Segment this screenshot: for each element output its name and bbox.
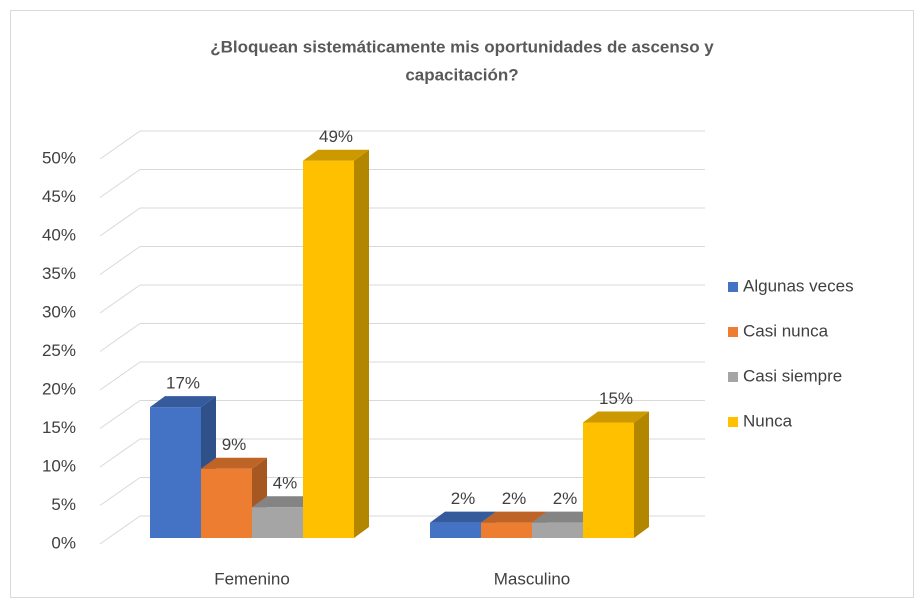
chart-title: ¿Bloquean sistemáticamente mis oportunid… bbox=[210, 37, 714, 56]
y-tick-label: 25% bbox=[42, 341, 76, 360]
grid-line-side bbox=[99, 477, 141, 506]
legend-swatch bbox=[728, 372, 738, 382]
bar-top bbox=[303, 149, 369, 161]
bar bbox=[532, 522, 583, 538]
data-label: 2% bbox=[502, 489, 527, 508]
grid-line-side bbox=[99, 400, 141, 429]
bar-top bbox=[430, 511, 496, 523]
bar bbox=[583, 422, 634, 538]
bar bbox=[150, 407, 201, 538]
y-tick-label: 45% bbox=[42, 187, 76, 206]
legend-label: Algunas veces bbox=[743, 276, 854, 295]
grid-line-side bbox=[99, 246, 141, 275]
legend-swatch bbox=[728, 327, 738, 337]
legend-swatch bbox=[728, 282, 738, 292]
x-tick-label: Femenino bbox=[214, 569, 290, 588]
data-label: 49% bbox=[319, 127, 353, 146]
grid-line-side bbox=[99, 169, 141, 198]
grid-line-side bbox=[99, 438, 141, 468]
bar-top bbox=[252, 496, 318, 508]
legend-label: Casi nunca bbox=[743, 321, 829, 340]
data-label: 4% bbox=[273, 474, 298, 493]
bar-top bbox=[532, 511, 598, 523]
bar-top bbox=[150, 396, 216, 408]
bar-side bbox=[354, 149, 369, 538]
y-tick-label: 40% bbox=[42, 225, 76, 244]
grid-line-side bbox=[99, 515, 141, 545]
bar bbox=[430, 522, 481, 538]
grid-line-side bbox=[99, 323, 141, 352]
bar-side bbox=[634, 411, 649, 538]
x-tick-label: Masculino bbox=[494, 569, 571, 588]
y-tick-label: 50% bbox=[42, 148, 76, 167]
bar-top bbox=[583, 411, 649, 423]
bar bbox=[252, 507, 303, 538]
data-label: 9% bbox=[222, 435, 247, 454]
chart-title: capacitación? bbox=[405, 65, 518, 84]
y-tick-label: 35% bbox=[42, 264, 76, 283]
y-tick-label: 20% bbox=[42, 379, 76, 398]
bar bbox=[303, 160, 354, 538]
legend-swatch bbox=[728, 417, 738, 427]
y-tick-label: 0% bbox=[51, 533, 76, 552]
bar-top bbox=[201, 457, 267, 469]
data-label: 2% bbox=[553, 489, 578, 508]
grid-line-side bbox=[99, 207, 141, 237]
y-tick-label: 30% bbox=[42, 302, 76, 321]
y-tick-label: 10% bbox=[42, 456, 76, 475]
data-label: 15% bbox=[599, 389, 633, 408]
grid-line-side bbox=[99, 130, 141, 160]
grid-line-side bbox=[99, 284, 141, 314]
data-label: 2% bbox=[451, 489, 476, 508]
y-tick-label: 15% bbox=[42, 418, 76, 437]
chart-frame bbox=[10, 10, 914, 598]
bar bbox=[481, 522, 532, 538]
bar bbox=[201, 468, 252, 538]
legend-label: Nunca bbox=[743, 411, 793, 430]
bar-top bbox=[481, 511, 547, 523]
grid-line-side bbox=[99, 361, 141, 391]
data-label: 17% bbox=[166, 374, 200, 393]
y-tick-label: 5% bbox=[51, 495, 76, 514]
legend-label: Casi siempre bbox=[743, 366, 842, 385]
